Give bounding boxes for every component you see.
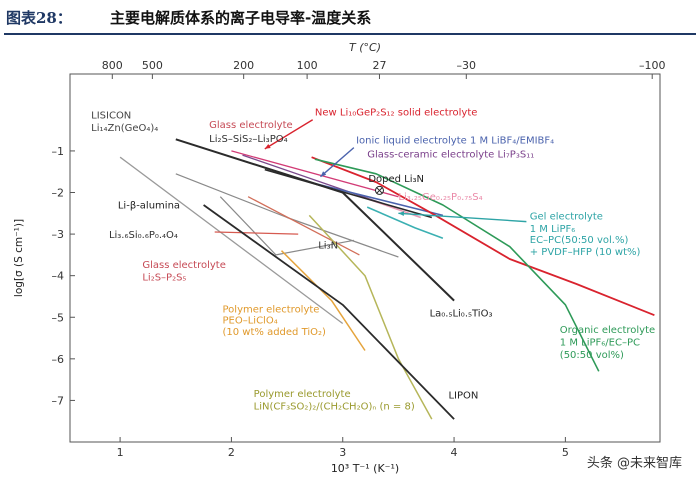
top-axis: T (°C) 800 500 200 100 27 –30 –100 xyxy=(70,41,665,79)
pointer-line xyxy=(264,119,314,150)
y-axis-label: log[σ (S cm⁻¹)] xyxy=(13,219,25,297)
annotation-label: Li₃.₂₅Ge₀.₂₅P₀.₇₅S₄ xyxy=(398,192,482,203)
top-axis-ticks: 800 500 200 100 27 –30 –100 xyxy=(102,59,666,79)
series-line xyxy=(175,138,455,302)
top-tick-label: 200 xyxy=(233,59,254,72)
y-tick-label: –4 xyxy=(52,270,65,283)
annotation-label: 1 M LiPF₆ xyxy=(530,224,576,235)
y-tick-label: –1 xyxy=(52,145,65,158)
annotation-label: Gel electrolyte xyxy=(530,212,603,223)
series-line xyxy=(309,181,444,217)
annotation-label: Li₃.₆Si₀.₆P₀.₄O₄ xyxy=(109,230,178,241)
series-line xyxy=(219,196,355,256)
figure-title: 主要电解质体系的离子电导率-温度关系 xyxy=(110,9,372,27)
top-tick-label: 500 xyxy=(142,59,163,72)
annotation-label: Organic electrolyte xyxy=(560,325,655,336)
annotation-label: La₀.₅Li₀.₅TiO₃ xyxy=(430,308,493,319)
series-line xyxy=(314,158,600,372)
annotation-label: Glass-ceramic electrolyte Li₇P₃S₁₁ xyxy=(367,150,534,161)
y-tick-label: –6 xyxy=(52,353,65,366)
annotation-label: 1 M LiPF₆/EC–PC xyxy=(560,338,640,349)
annotation-label: + PVDF–HFP (10 wt%) xyxy=(530,247,641,258)
marker-layer xyxy=(374,185,384,195)
x-tick-label: 5 xyxy=(562,446,569,459)
series-line xyxy=(366,206,444,239)
watermark: 头条 @未来智库 xyxy=(582,451,686,472)
annotation-label: PEO–LiClO₄ xyxy=(223,315,278,326)
annotation-label: Glass electrolyte xyxy=(209,120,293,131)
annotation-label: LiN(CF₃SO₂)₂/(CH₂CH₂O)ₙ (n = 8) xyxy=(254,402,415,413)
series-line xyxy=(203,204,455,420)
series-line xyxy=(311,156,655,317)
pointer-line xyxy=(398,212,527,223)
series-line xyxy=(214,231,299,235)
pointer-line xyxy=(320,147,355,178)
annotation-label: Li₃N xyxy=(318,241,338,252)
annotation-label: LISICON xyxy=(91,110,131,121)
annotation-label: (50:50 vol%) xyxy=(560,350,624,361)
series-line xyxy=(242,154,388,206)
page-header: 图表28： 主要电解质体系的离子电导率-温度关系 xyxy=(0,0,700,35)
top-tick-label: 800 xyxy=(102,59,123,72)
pointer-arrowhead xyxy=(320,171,327,177)
annotation-label: Glass electrolyte xyxy=(142,260,226,271)
top-tick-label: 100 xyxy=(297,59,318,72)
annotation-label: Ionic liquid electrolyte 1 M LiBF₄/EMIBF… xyxy=(356,135,554,146)
annotation-label: Doped Li₃N xyxy=(368,174,424,185)
series-line xyxy=(231,150,399,198)
plot-frame xyxy=(69,73,661,443)
x-tick-label: 1 xyxy=(117,446,124,459)
pointer-arrowhead xyxy=(398,211,405,216)
header-rule xyxy=(4,33,696,35)
annotation-label: LIPON xyxy=(448,390,478,401)
annotation-label: (10 wt% added TiO₂) xyxy=(223,327,327,338)
y-tick-label: –3 xyxy=(52,228,65,241)
annotation-label: Li₂S–SiS₂–Li₃PO₄ xyxy=(209,134,287,145)
top-tick-label: 27 xyxy=(372,59,386,72)
series-layer xyxy=(119,138,655,420)
x-tick-label: 3 xyxy=(339,446,346,459)
series-line xyxy=(247,196,360,256)
y-tick-label: –5 xyxy=(52,311,65,324)
x-axis-ticks: 1 2 3 4 5 xyxy=(117,437,569,459)
top-axis-label: T (°C) xyxy=(349,41,381,54)
x-tick-label: 4 xyxy=(451,446,458,459)
annotation-label: Li₁₄Zn(GeO₄)₄ xyxy=(91,123,158,134)
x-tick-label: 2 xyxy=(228,446,235,459)
annotation-label: Li-β-alumina xyxy=(118,200,180,211)
pointer-layer xyxy=(264,119,527,223)
marker-cross xyxy=(376,187,383,194)
pointer-arrowhead xyxy=(264,144,271,149)
series-line xyxy=(119,156,344,325)
series-line xyxy=(280,250,366,351)
figure-label: 图表28： xyxy=(6,9,72,27)
annotation-label: Li₂S–P₂S₅ xyxy=(142,273,186,284)
label-layer: LISICON Li₁₄Zn(GeO₄)₄ Glass electrolyte Li₂… xyxy=(91,108,655,413)
y-axis-ticks: –1 –2 –3 –4 –5 –6 –7 xyxy=(52,145,75,407)
x-axis-label: 10³ T⁻¹ (K⁻¹) xyxy=(331,462,399,475)
series-line xyxy=(308,214,433,420)
annotation-label: New Li₁₀GeP₂S₁₂ solid electrolyte xyxy=(315,108,478,119)
y-tick-label: –2 xyxy=(52,187,65,200)
y-tick-label: –7 xyxy=(52,394,65,407)
annotation-label: Polymer electrolyte xyxy=(254,389,351,400)
top-tick-label: –100 xyxy=(639,59,666,72)
annotation-label: Polymer electrolyte xyxy=(223,304,320,315)
top-tick-label: –30 xyxy=(457,59,477,72)
annotation-label: EC–PC(50:50 vol.%) xyxy=(530,235,629,246)
